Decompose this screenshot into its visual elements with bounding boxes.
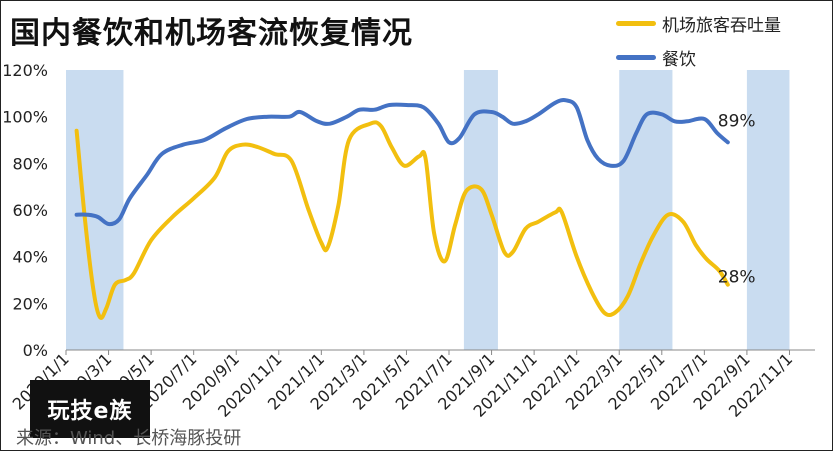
y-tick-label: 20% <box>12 294 48 313</box>
shaded-period-1 <box>463 70 498 350</box>
legend-item-airport: 机场旅客吞吐量 <box>616 6 781 40</box>
legend-swatch-catering <box>616 54 656 60</box>
y-tick-label: 60% <box>12 201 48 220</box>
y-tick-label: 120% <box>2 61 48 80</box>
shaded-period-3 <box>746 70 790 350</box>
shaded-period-2 <box>619 70 673 350</box>
legend: 机场旅客吞吐量 餐饮 <box>616 6 781 74</box>
y-tick-label: 100% <box>2 108 48 127</box>
series-line-catering <box>74 98 730 227</box>
end-label-catering: 89% <box>718 111 756 131</box>
brand-badge: 玩技e族 <box>30 380 150 438</box>
source-note: 来源：Wind、长桥海豚投研 <box>16 428 242 449</box>
y-tick-label: 0% <box>23 341 48 360</box>
legend-item-catering: 餐饮 <box>616 40 781 74</box>
y-tick-label: 40% <box>12 248 48 267</box>
legend-label-airport: 机场旅客吞吐量 <box>662 15 781 36</box>
series-line-airport <box>74 120 730 320</box>
end-label-airport: 28% <box>718 268 756 288</box>
chart-title: 国内餐饮和机场客流恢复情况 <box>10 16 413 51</box>
legend-label-catering: 餐饮 <box>662 49 696 70</box>
y-tick-label: 80% <box>12 154 48 173</box>
legend-swatch-airport <box>616 20 656 26</box>
